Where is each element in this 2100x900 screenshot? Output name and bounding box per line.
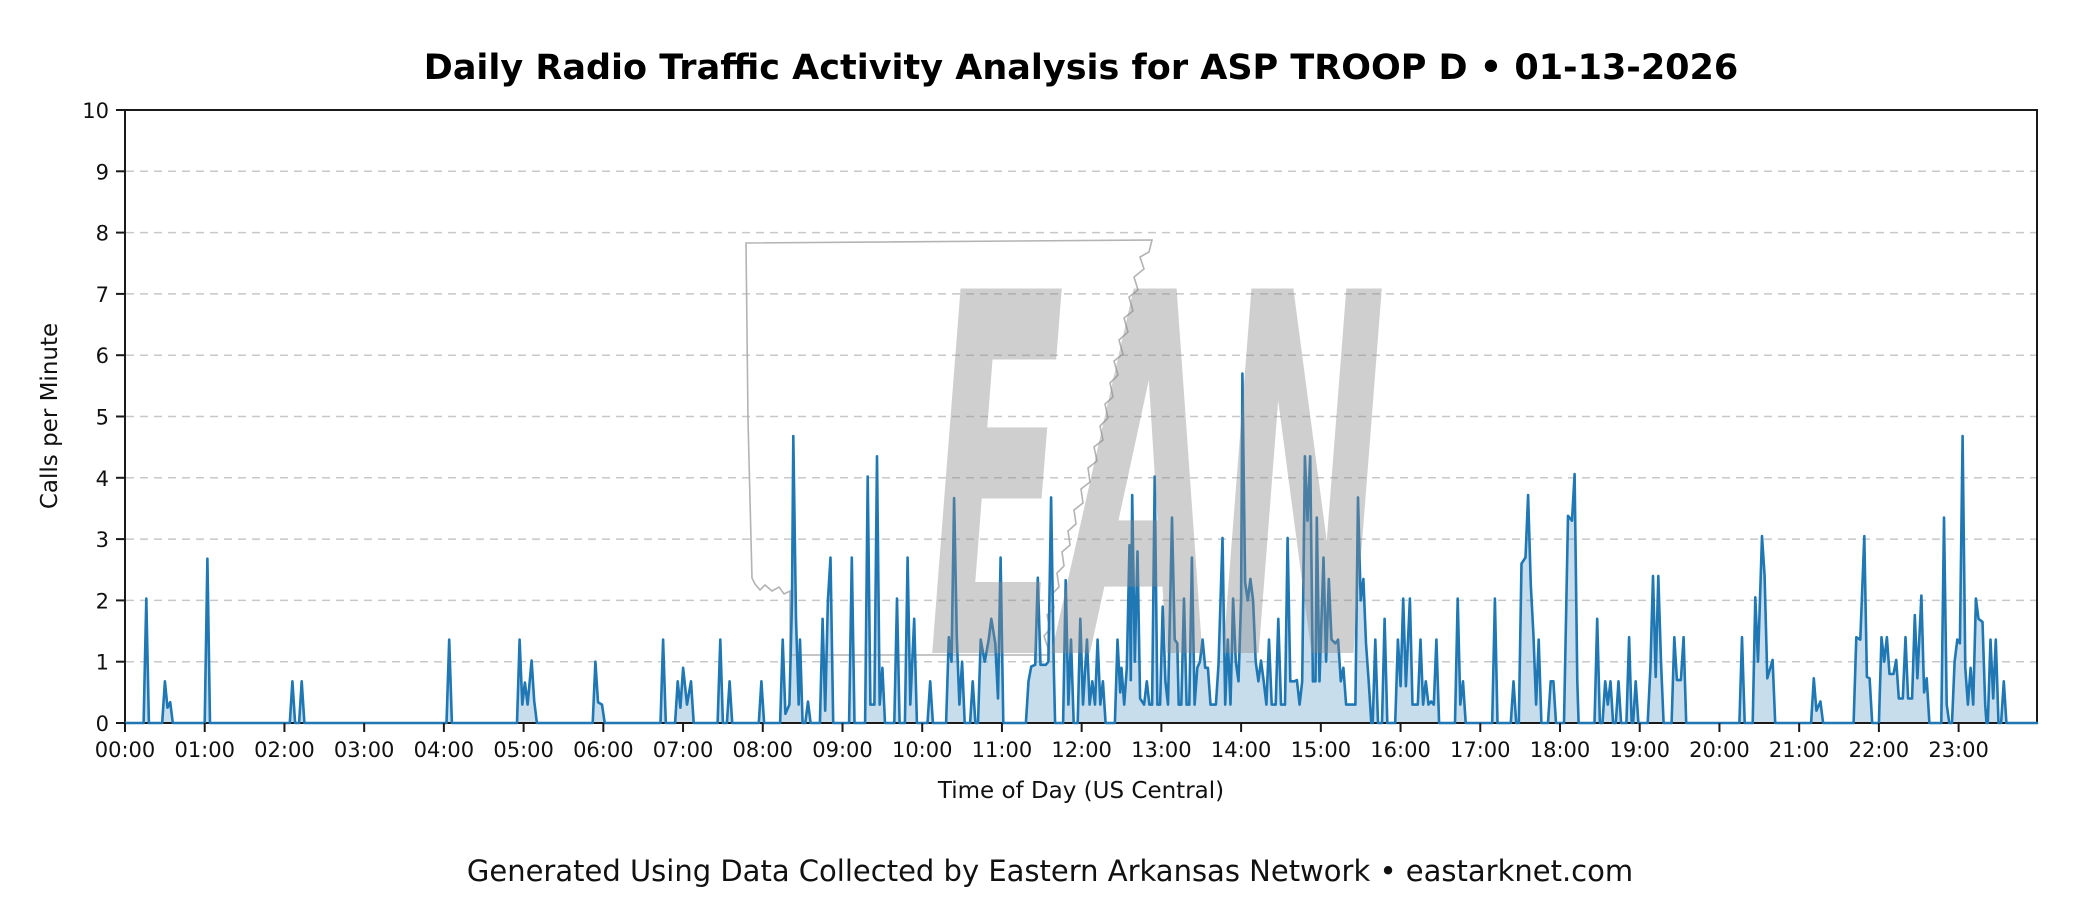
- x-tick-label: 01:00: [174, 738, 235, 762]
- x-tick-label: 08:00: [733, 738, 794, 762]
- x-tick-label: 23:00: [1928, 738, 1989, 762]
- x-tick-label: 11:00: [972, 738, 1033, 762]
- x-tick-label: 06:00: [573, 738, 634, 762]
- y-tick-label: 6: [96, 344, 109, 368]
- x-tick-label: 22:00: [1849, 738, 1910, 762]
- x-tick-label: 05:00: [493, 738, 554, 762]
- axis-ticks: [116, 109, 1960, 732]
- x-tick-label: 19:00: [1609, 738, 1670, 762]
- x-tick-label: 00:00: [95, 738, 156, 762]
- x-tick-label: 16:00: [1370, 738, 1431, 762]
- x-tick-label: 12:00: [1051, 738, 1112, 762]
- calls-series-line: [123, 372, 2039, 725]
- chart-title: Daily Radio Traffic Activity Analysis fo…: [423, 48, 1739, 88]
- y-tick-label: 7: [96, 283, 109, 307]
- axis-tick-labels: 00:00 01:00 02:00 03:00 04:00 05:00 06:00 07:00…: [82, 99, 1989, 762]
- x-tick-label: 15:00: [1291, 738, 1352, 762]
- ean-watermark-text: EAN: [928, 189, 1386, 771]
- x-tick-label: 18:00: [1530, 738, 1591, 762]
- footer-credit: Generated Using Data Collected by Easter…: [466, 854, 1634, 888]
- x-tick-label: 03:00: [334, 738, 395, 762]
- x-axis-label: Time of Day (US Central): [937, 778, 1224, 804]
- y-tick-label: 5: [96, 406, 109, 430]
- x-tick-label: 02:00: [254, 738, 315, 762]
- x-tick-label: 04:00: [414, 738, 475, 762]
- x-tick-label: 13:00: [1131, 738, 1192, 762]
- y-tick-label: 1: [96, 651, 109, 675]
- x-tick-label: 10:00: [892, 738, 953, 762]
- y-tick-label: 9: [96, 160, 109, 184]
- x-tick-label: 14:00: [1211, 738, 1272, 762]
- y-tick-label: 8: [96, 222, 109, 246]
- y-tick-label: 0: [96, 712, 109, 736]
- arkansas-state-outline-watermark: [745, 239, 1154, 656]
- x-tick-label: 17:00: [1450, 738, 1511, 762]
- y-axis-label: Calls per Minute: [37, 323, 63, 509]
- x-tick-label: 07:00: [653, 738, 714, 762]
- y-tick-label: 4: [96, 467, 109, 491]
- x-tick-label: 09:00: [812, 738, 873, 762]
- y-tick-label: 10: [82, 99, 109, 123]
- y-tick-label: 3: [96, 528, 109, 552]
- x-tick-label: 21:00: [1769, 738, 1830, 762]
- x-tick-label: 20:00: [1689, 738, 1750, 762]
- y-tick-label: 2: [96, 589, 109, 613]
